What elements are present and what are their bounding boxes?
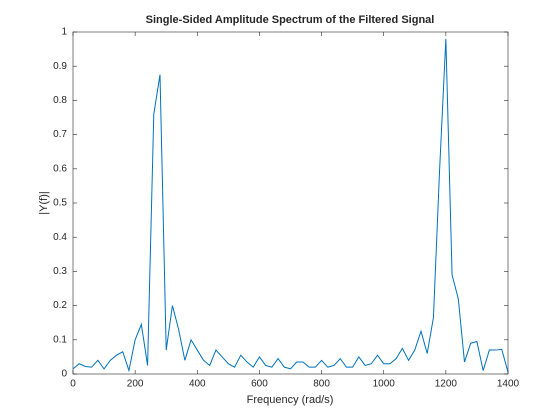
chart-title: Single-Sided Amplitude Spectrum of the F… <box>146 14 435 26</box>
y-tick-label: 0.1 <box>53 334 67 345</box>
y-tick-label: 0.8 <box>53 95 67 106</box>
y-tick-label: 0.3 <box>53 266 67 277</box>
y-tick-label: 1 <box>61 27 67 38</box>
y-tick-label: 0.7 <box>53 129 67 140</box>
y-tick-label: 0 <box>61 369 67 380</box>
x-tick-label: 1200 <box>435 379 458 390</box>
x-axis-label: Frequency (rad/s) <box>247 394 334 406</box>
y-tick-label: 0.9 <box>53 61 67 72</box>
x-tick-label: 600 <box>251 379 268 390</box>
y-tick-label: 0.6 <box>53 163 67 174</box>
x-tick-label: 200 <box>127 379 144 390</box>
x-tick-label: 400 <box>189 379 206 390</box>
x-tick-label: 0 <box>70 379 76 390</box>
y-tick-label: 0.4 <box>53 232 67 243</box>
x-tick-label: 1400 <box>497 379 520 390</box>
x-tick-label: 800 <box>313 379 330 390</box>
y-axis-label: |Y(f)| <box>38 191 50 214</box>
x-tick-label: 1000 <box>373 379 396 390</box>
y-tick-label: 0.5 <box>53 198 67 209</box>
y-tick-label: 0.2 <box>53 300 67 311</box>
line <box>72 38 509 373</box>
